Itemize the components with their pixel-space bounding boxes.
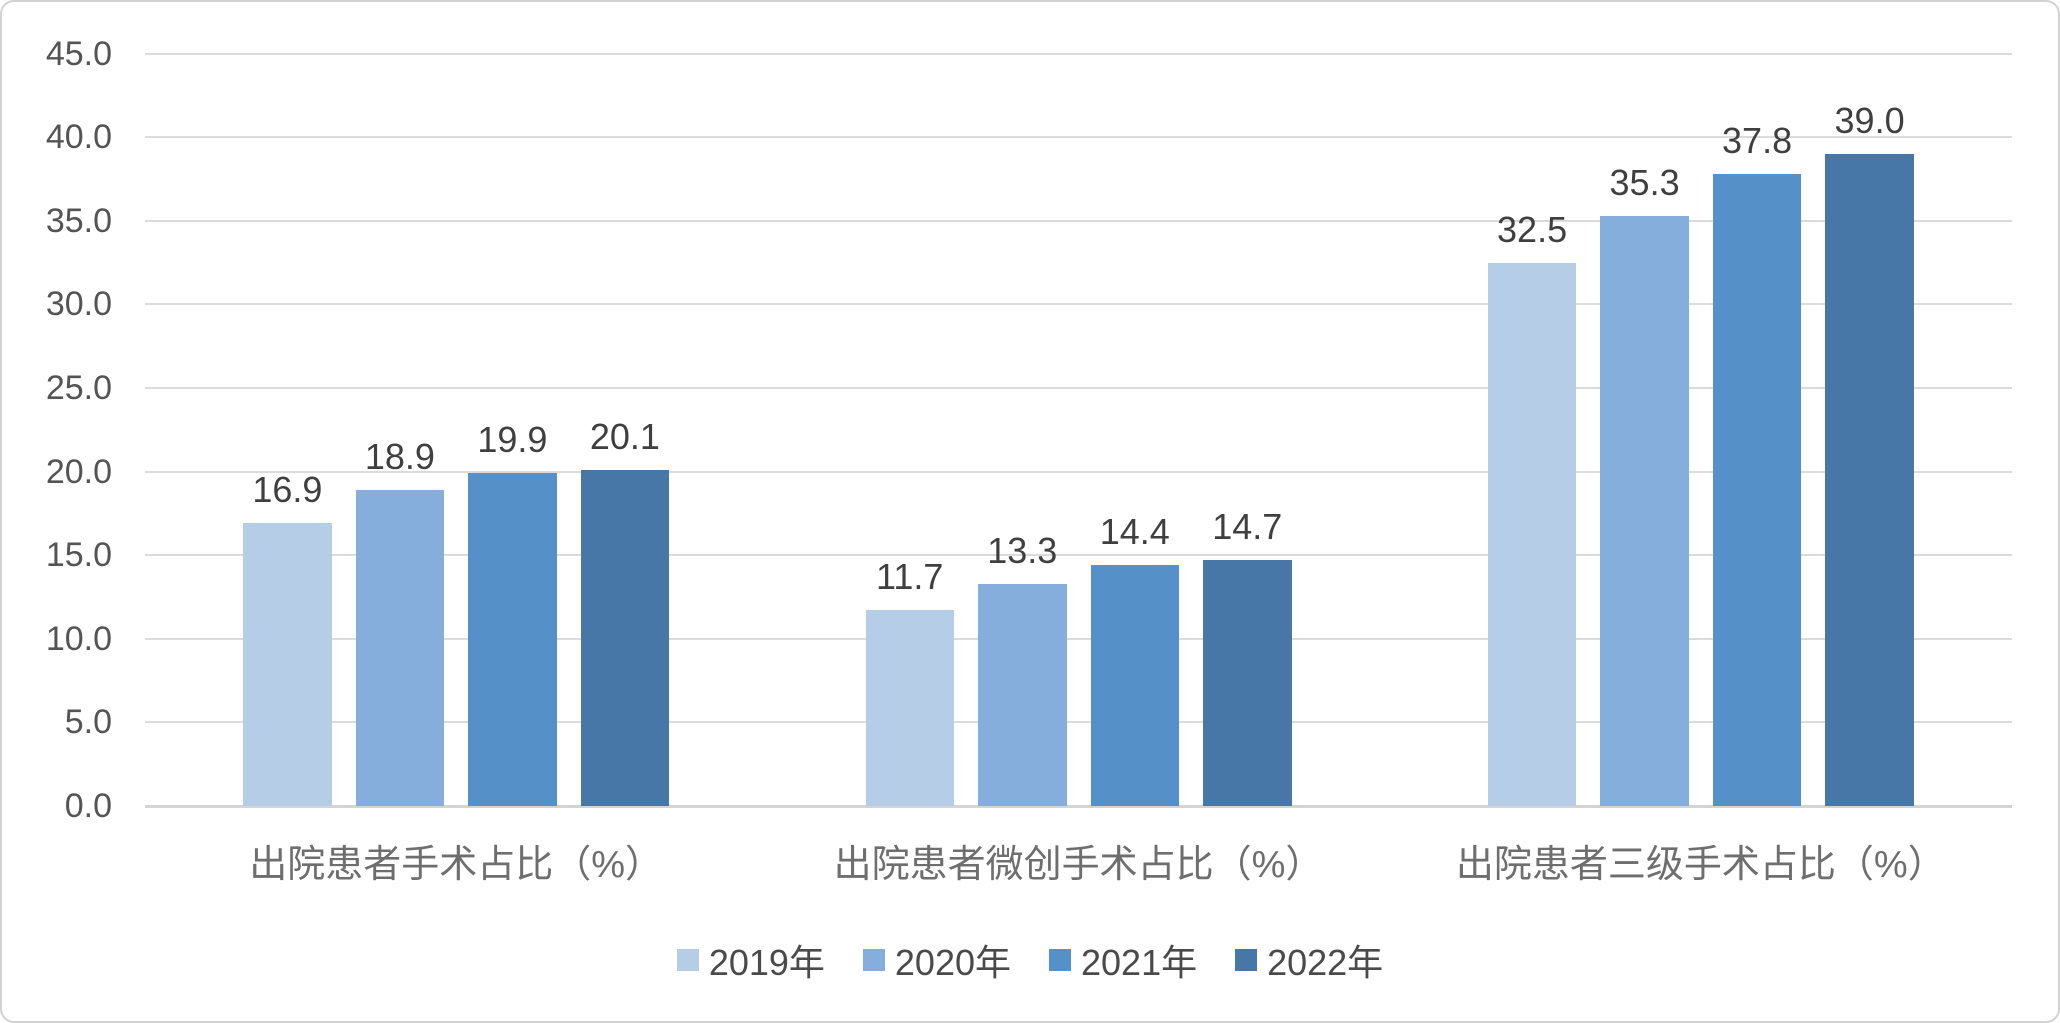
gridline <box>145 387 2012 390</box>
gridline <box>145 721 2012 724</box>
data-label: 16.9 <box>252 469 323 511</box>
data-label: 11.7 <box>876 556 944 598</box>
y-tick-label: 45.0 <box>45 34 112 73</box>
category-label: 出院患者三级手术占比（%） <box>1455 844 1946 886</box>
data-label: 20.1 <box>589 415 660 457</box>
bar-2022年-1 <box>580 469 670 806</box>
gridline <box>145 470 2012 473</box>
y-tick-label: 35.0 <box>45 201 112 240</box>
bar-2020年-2 <box>978 583 1067 806</box>
legend-label: 2022年 <box>1267 942 1384 983</box>
data-label: 32.5 <box>1497 208 1568 250</box>
gridline <box>145 637 2012 640</box>
bar-2021年-1 <box>468 473 557 806</box>
legend-swatch <box>1235 949 1258 971</box>
bar-2021年-2 <box>1090 565 1179 806</box>
gridline <box>145 303 2012 306</box>
data-label: 14.7 <box>1212 506 1283 548</box>
legend-item-2021年: 2021年 <box>1049 934 1197 986</box>
bar-2022年-3 <box>1825 154 1914 806</box>
legend: 2019年 2020年 2021年 2022年 <box>2 934 2058 986</box>
gridline <box>145 219 2012 222</box>
legend-swatch <box>676 949 699 971</box>
bar-2019年-2 <box>865 610 954 806</box>
data-label: 19.9 <box>477 419 548 461</box>
bar-2022年-2 <box>1203 560 1292 806</box>
legend-swatch <box>862 949 885 971</box>
category-label: 出院患者手术占比（%） <box>249 844 664 886</box>
x-axis-baseline <box>145 805 2012 808</box>
bar-2019年-1 <box>243 523 332 806</box>
y-tick-label: 5.0 <box>64 703 112 742</box>
bar-2020年-1 <box>355 490 445 806</box>
data-label: 39.0 <box>1834 100 1905 141</box>
data-label: 18.9 <box>364 436 435 478</box>
y-tick-label: 30.0 <box>45 285 112 324</box>
gridline <box>145 136 2012 139</box>
y-tick-label: 25.0 <box>45 369 112 408</box>
legend-swatch <box>1049 949 1071 971</box>
y-tick-label: 0.0 <box>64 787 112 825</box>
data-label: 35.3 <box>1609 161 1680 203</box>
legend-item-2019年: 2019年 <box>676 934 825 986</box>
bar-2019年-3 <box>1487 262 1577 806</box>
legend-label: 2019年 <box>708 942 825 983</box>
y-tick-label: 15.0 <box>45 536 112 575</box>
y-tick-label: 10.0 <box>45 619 112 658</box>
data-label: 37.8 <box>1722 120 1793 162</box>
data-label: 14.4 <box>1099 511 1170 553</box>
bar-2020年-3 <box>1600 215 1689 806</box>
legend-label: 2020年 <box>894 942 1011 983</box>
legend-item-2022年: 2022年 <box>1235 934 1383 986</box>
y-tick-label: 20.0 <box>45 452 112 491</box>
data-label: 13.3 <box>987 529 1058 571</box>
legend-label: 2021年 <box>1081 942 1198 983</box>
gridline <box>145 52 2012 55</box>
gridline <box>145 554 2012 557</box>
y-tick-label: 40.0 <box>45 118 112 157</box>
legend-item-2020年: 2020年 <box>862 934 1011 986</box>
bar-2021年-3 <box>1712 174 1802 806</box>
category-label: 出院患者微创手术占比（%） <box>833 844 1324 886</box>
